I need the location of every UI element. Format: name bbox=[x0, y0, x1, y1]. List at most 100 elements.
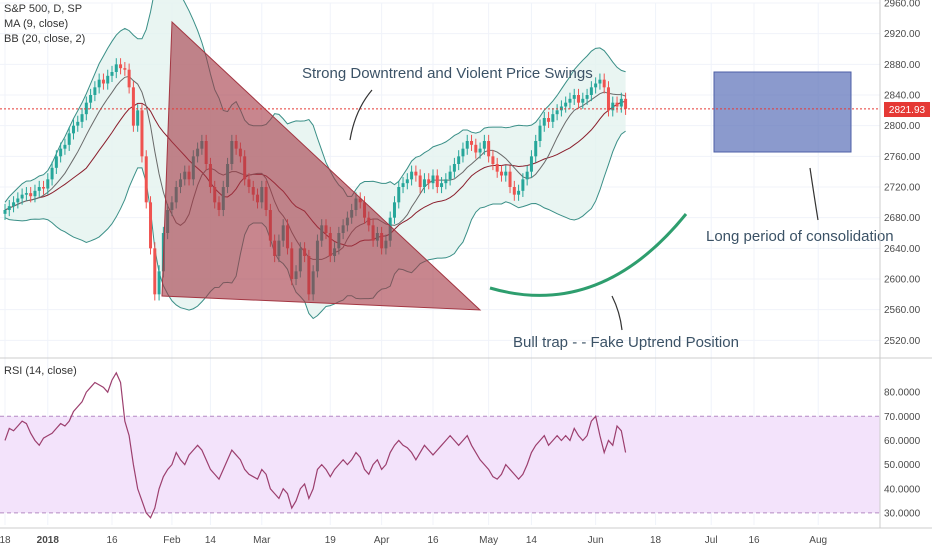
candle bbox=[611, 96, 615, 117]
candle-body bbox=[84, 102, 88, 115]
candle-body bbox=[140, 110, 144, 157]
candle-body bbox=[110, 72, 114, 76]
rsi-tick-label: 40.0000 bbox=[884, 484, 921, 495]
candle-body bbox=[76, 121, 80, 126]
rsi-line bbox=[4, 371, 627, 519]
candle-body bbox=[440, 183, 444, 187]
rsi-series bbox=[0, 371, 880, 519]
candle-body bbox=[418, 175, 422, 187]
bb-lower bbox=[4, 130, 626, 320]
candle bbox=[594, 77, 598, 94]
symbol-legend: S&P 500, D, SP bbox=[4, 3, 83, 15]
candle bbox=[521, 173, 525, 197]
candle-body bbox=[71, 125, 75, 134]
candle-body bbox=[448, 171, 452, 180]
candle bbox=[157, 265, 161, 301]
candle bbox=[461, 142, 465, 163]
candle bbox=[33, 184, 37, 203]
candle bbox=[414, 165, 418, 182]
time-tick-label: 16 bbox=[427, 535, 439, 546]
candle bbox=[508, 165, 512, 194]
time-tick-label: Mar bbox=[253, 535, 271, 546]
candle bbox=[581, 92, 585, 109]
candle bbox=[534, 134, 538, 163]
candle bbox=[478, 142, 482, 159]
price-tick-label: 2920.00 bbox=[884, 29, 921, 40]
candle bbox=[119, 58, 123, 75]
price-tick-label: 2840.00 bbox=[884, 91, 921, 102]
candle-body bbox=[7, 206, 11, 210]
candle-body bbox=[149, 202, 153, 249]
candle-body bbox=[59, 148, 63, 157]
candle bbox=[589, 81, 593, 102]
annotation-consolidation: Long period of consolidation bbox=[706, 228, 894, 245]
candle-body bbox=[572, 95, 576, 99]
price-tick-label: 2520.00 bbox=[884, 336, 921, 347]
time-tick-label: 16 bbox=[748, 535, 760, 546]
candle bbox=[84, 96, 88, 121]
candle-body bbox=[401, 183, 405, 187]
candle-body bbox=[564, 102, 568, 107]
candle bbox=[153, 242, 157, 301]
candle-body bbox=[136, 110, 140, 126]
rsi-tick-label: 60.0000 bbox=[884, 436, 921, 447]
candle bbox=[149, 196, 153, 255]
candle bbox=[3, 203, 7, 220]
candle bbox=[405, 173, 409, 190]
candle-body bbox=[487, 141, 491, 157]
candle bbox=[114, 58, 118, 79]
candle-body bbox=[589, 87, 593, 95]
candle-body bbox=[46, 179, 50, 189]
candle bbox=[97, 73, 101, 94]
candle-body bbox=[97, 79, 101, 88]
rsi-axis-ticks: 30.0000 40.0000 50.0000 60.0000 70.0000 80.00… bbox=[884, 388, 921, 520]
candle-body bbox=[619, 98, 623, 107]
time-tick-label: 18 bbox=[650, 535, 662, 546]
price-axis-ticks: 2520.00 2560.00 2600.00 2640.00 2680.00 2720.… bbox=[884, 0, 921, 347]
ma-legend: MA (9, close) bbox=[4, 18, 69, 30]
price-tick-label: 2960.00 bbox=[884, 0, 921, 10]
connector-bull-trap bbox=[611, 295, 623, 331]
candle-body bbox=[585, 95, 589, 99]
candle bbox=[140, 104, 144, 163]
candle bbox=[427, 173, 431, 190]
rsi-tick-label: 50.0000 bbox=[884, 460, 921, 471]
candle bbox=[547, 111, 551, 128]
last-price-badge: 2821.93 bbox=[884, 102, 930, 117]
time-tick-label: May bbox=[479, 535, 498, 546]
candle-body bbox=[615, 102, 619, 107]
candle-body bbox=[144, 156, 148, 203]
candle bbox=[410, 165, 414, 186]
candle-body bbox=[410, 171, 414, 180]
candle bbox=[555, 104, 559, 121]
candle-body bbox=[491, 156, 495, 164]
connector-consolidation bbox=[809, 167, 819, 221]
candle bbox=[512, 180, 516, 201]
rsi-legend: RSI (14, close) bbox=[4, 365, 77, 377]
candle bbox=[448, 165, 452, 186]
bull-trap-arc bbox=[489, 213, 688, 297]
candle-body bbox=[89, 95, 93, 103]
candle bbox=[491, 150, 495, 171]
candle-body bbox=[119, 64, 123, 69]
candle bbox=[101, 73, 105, 90]
candle-body bbox=[512, 187, 516, 195]
time-tick-label: 19 bbox=[325, 535, 337, 546]
downtrend-triangle bbox=[161, 20, 482, 311]
candle-body bbox=[29, 193, 33, 197]
candle bbox=[465, 134, 469, 155]
candle bbox=[422, 173, 426, 194]
candle-body bbox=[20, 194, 24, 199]
price-tick-label: 2640.00 bbox=[884, 244, 921, 255]
connector-downtrend bbox=[349, 89, 373, 141]
price-tick-label: 2720.00 bbox=[884, 183, 921, 194]
candle bbox=[538, 119, 542, 148]
candle bbox=[431, 169, 435, 190]
candle-body bbox=[157, 271, 161, 295]
candle bbox=[20, 188, 24, 205]
candle bbox=[504, 165, 508, 182]
time-tick-label: Jun bbox=[588, 535, 604, 546]
candle bbox=[71, 119, 75, 140]
consolidation-box bbox=[713, 71, 852, 153]
